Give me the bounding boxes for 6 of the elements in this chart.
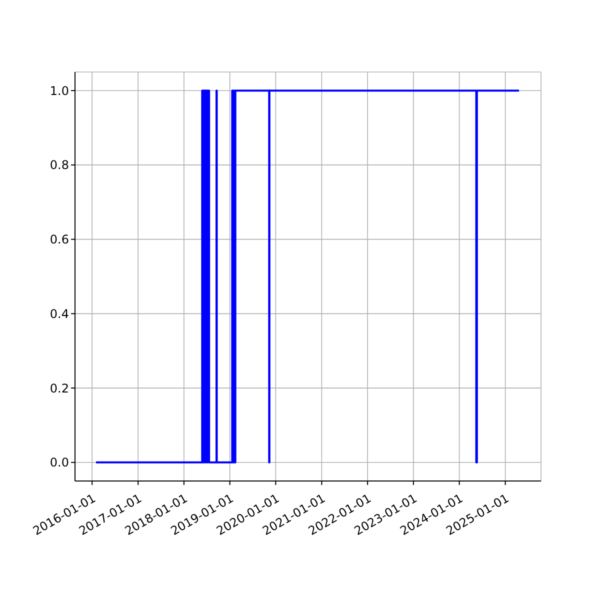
- y-tick-label: 0.4: [50, 306, 69, 321]
- y-tick-label: 0.8: [50, 158, 69, 172]
- y-tick-label: 1.0: [50, 84, 69, 98]
- y-tick-label: 0.2: [50, 381, 69, 396]
- y-tick-label: 0.6: [50, 232, 69, 247]
- y-tick-label: 0.0: [50, 456, 69, 470]
